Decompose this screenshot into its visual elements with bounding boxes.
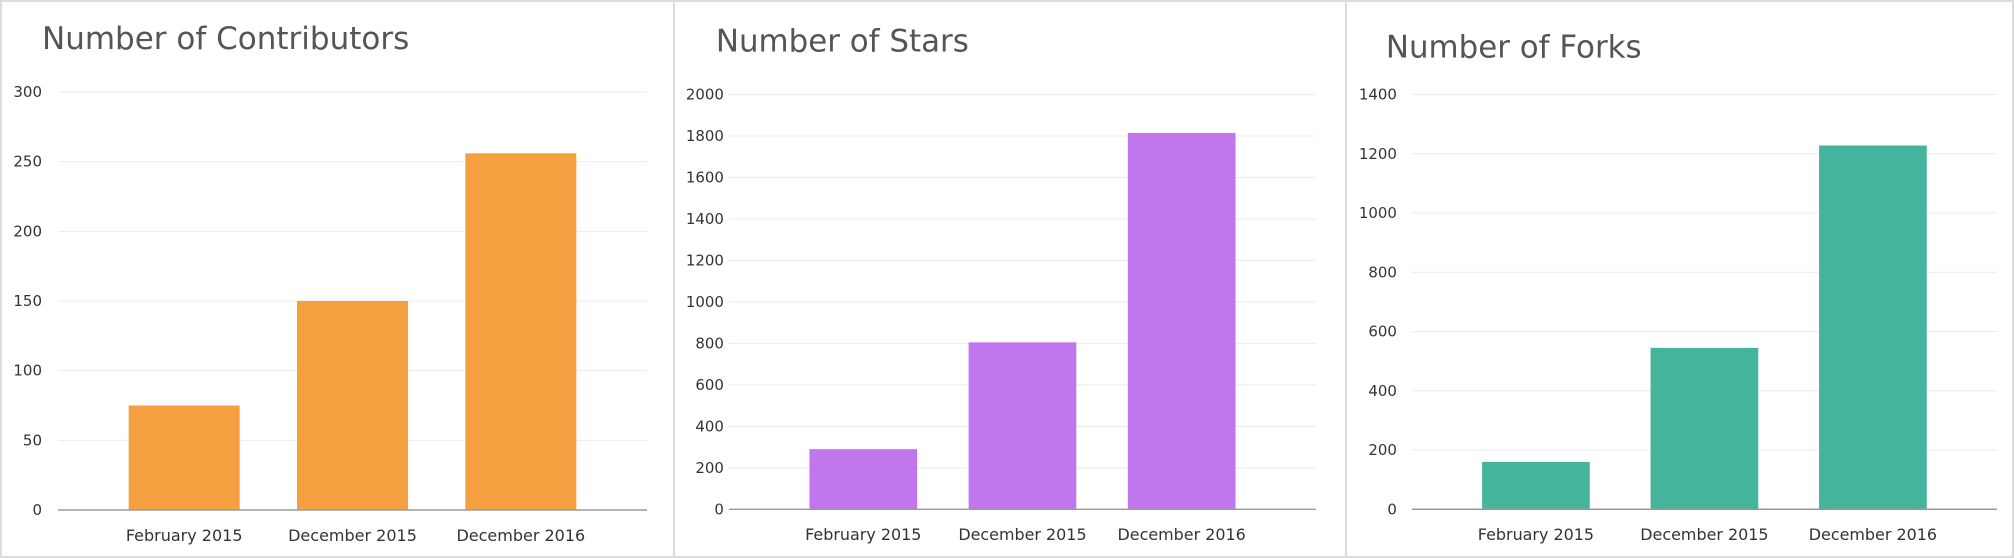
number-of-forks-bar-december-2015[interactable] xyxy=(1651,348,1759,509)
number-of-forks-y-tick-label: 800 xyxy=(1368,263,1397,281)
number-of-stars-y-tick-label: 1200 xyxy=(686,251,724,269)
number-of-stars-y-tick-label: 2000 xyxy=(686,86,724,104)
number-of-forks-y-tick-label: 0 xyxy=(1387,500,1397,518)
number-of-stars-y-tick-label: 800 xyxy=(695,334,724,352)
number-of-contributors-y-tick-label: 200 xyxy=(13,222,42,240)
number-of-forks-category-label: February 2015 xyxy=(1478,525,1594,544)
number-of-stars-y-tick-label: 200 xyxy=(695,459,724,477)
contributors-chart: Number of Contributors 0 50 100 150 200 250 300… xyxy=(2,2,673,556)
number-of-forks-y-tick-label: 1000 xyxy=(1359,204,1397,222)
number-of-forks-y-tick-label: 1400 xyxy=(1359,86,1397,104)
number-of-stars-y-tick-label: 1800 xyxy=(686,127,724,145)
number-of-forks-y-tick-label: 600 xyxy=(1368,323,1397,341)
number-of-forks-title: Number of Forks xyxy=(1386,30,1642,66)
number-of-forks-y-tick-label: 1200 xyxy=(1359,145,1397,163)
number-of-contributors-category-label: December 2015 xyxy=(288,526,417,545)
number-of-contributors-title: Number of Contributors xyxy=(42,21,409,57)
number-of-forks-y-tick-label: 200 xyxy=(1368,441,1397,459)
number-of-forks-category-label: December 2015 xyxy=(1640,525,1768,544)
number-of-contributors-y-tick-label: 300 xyxy=(13,83,42,101)
number-of-stars-y-tick-label: 0 xyxy=(714,500,724,518)
number-of-stars-y-tick-label: 1400 xyxy=(686,210,724,228)
number-of-stars-category-label: February 2015 xyxy=(805,525,921,544)
number-of-contributors-category-label: February 2015 xyxy=(126,526,243,545)
contributors-chart-panel: Number of Contributors 0 50 100 150 200 250 300… xyxy=(2,2,673,556)
number-of-stars-bar-december-2015[interactable] xyxy=(969,342,1077,509)
number-of-stars-y-tick-label: 400 xyxy=(695,417,724,435)
number-of-stars-category-label: December 2015 xyxy=(958,525,1086,544)
number-of-stars-y-tick-label: 600 xyxy=(695,376,724,394)
number-of-stars-title: Number of Stars xyxy=(716,24,969,60)
number-of-forks-bar-december-2016[interactable] xyxy=(1819,146,1927,510)
number-of-forks-bar-february-2015[interactable] xyxy=(1482,462,1590,509)
number-of-forks-category-label: December 2016 xyxy=(1809,525,1937,544)
number-of-contributors-y-tick-label: 250 xyxy=(13,153,42,171)
forks-chart-panel: Number of Forks 0 200 400 600 800 1000 1200 1400… xyxy=(1345,2,2012,556)
stars-chart: Number of Stars 0 200 400 600 800 1000 1200 1400… xyxy=(675,2,1345,556)
number-of-contributors-bar-february-2015[interactable] xyxy=(129,406,240,511)
number-of-contributors-y-tick-label: 150 xyxy=(13,292,42,310)
number-of-stars-y-tick-label: 1000 xyxy=(686,293,724,311)
number-of-contributors-y-tick-label: 50 xyxy=(23,431,42,449)
number-of-stars-category-label: December 2016 xyxy=(1118,525,1246,544)
forks-chart: Number of Forks 0 200 400 600 800 1000 1200 1400… xyxy=(1347,2,2012,556)
number-of-stars-bar-december-2016[interactable] xyxy=(1128,133,1236,509)
stars-chart-panel: Number of Stars 0 200 400 600 800 1000 1200 1400… xyxy=(673,2,1345,556)
number-of-forks-y-tick-label: 400 xyxy=(1368,382,1397,400)
number-of-contributors-category-label: December 2016 xyxy=(456,526,585,545)
number-of-contributors-y-tick-label: 0 xyxy=(32,501,42,519)
number-of-contributors-bar-december-2015[interactable] xyxy=(297,301,408,510)
number-of-stars-y-tick-label: 1600 xyxy=(686,168,724,186)
number-of-contributors-y-tick-label: 100 xyxy=(13,362,42,380)
number-of-stars-bar-february-2015[interactable] xyxy=(809,449,917,509)
number-of-contributors-bar-december-2016[interactable] xyxy=(465,153,576,510)
